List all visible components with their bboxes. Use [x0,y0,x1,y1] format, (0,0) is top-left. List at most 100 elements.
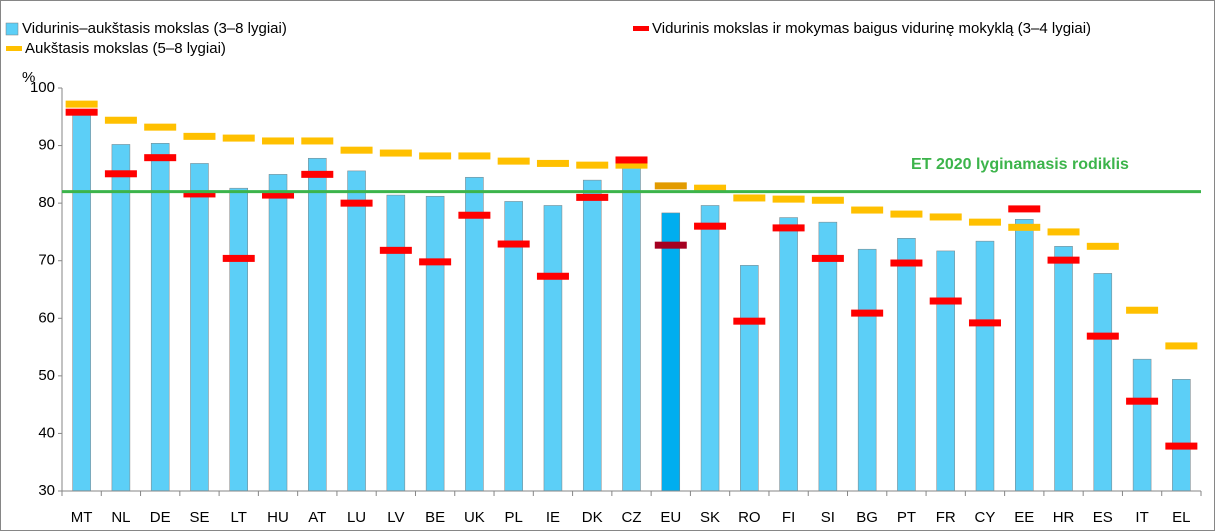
marker [890,259,923,267]
legend-label: Vidurinis–aukštasis mokslas (3–8 lygiai) [22,20,287,37]
y-tick-label: 70 [38,252,55,269]
marker [890,210,923,218]
marker [615,156,648,164]
marker [811,254,844,262]
x-tick-label: HR [1053,509,1075,526]
benchmark-label: ET 2020 lyginamasis rodiklis [911,156,1129,173]
bar [72,113,91,492]
y-tick-label: 80 [38,194,55,211]
marker [929,213,962,221]
marker [694,222,727,230]
x-tick-label: SI [821,509,835,526]
marker [458,211,491,219]
marker [183,190,216,198]
legend-swatch [6,46,22,51]
bar [1054,246,1073,492]
marker [1047,228,1080,236]
marker [772,224,805,232]
marker [576,161,609,169]
marker [733,317,766,325]
marker [497,240,530,248]
x-tick-label: BE [425,509,445,526]
x-tick-label: LT [231,509,247,526]
marker [65,100,98,108]
marker [968,319,1001,327]
bar [425,195,445,492]
marker [1008,223,1041,231]
marker [1126,397,1159,405]
bar [347,170,366,492]
x-tick-label: PT [897,509,916,526]
marker [65,108,98,116]
bar [111,144,131,492]
marker [222,134,255,142]
x-tick-label: IT [1135,509,1148,526]
x-tick-label: ES [1093,509,1113,526]
marker [144,123,177,131]
bar [465,176,484,492]
x-tick-label: IE [546,509,560,526]
bar [936,250,955,492]
bar [857,248,877,492]
x-tick-label: DE [150,509,171,526]
x-tick-label: MT [71,509,93,526]
marker [262,137,295,145]
marker [811,196,844,204]
x-tick-label: SK [700,509,720,526]
bar [1093,273,1113,492]
x-tick-label: CY [975,509,996,526]
marker [968,218,1001,226]
marker [576,193,609,201]
marker [497,157,530,165]
x-tick-label: SE [189,509,209,526]
x-tick-label: EL [1172,509,1190,526]
marker [183,132,216,140]
marker [379,149,412,157]
marker [654,241,687,249]
x-tick-label: FI [782,509,795,526]
marker [1126,306,1159,314]
y-tick-label: 50 [38,367,55,384]
x-tick-label: FR [936,509,956,526]
y-tick-label: 90 [38,137,55,154]
marker [772,195,805,203]
bar [386,194,406,492]
x-tick-label: PL [504,509,522,526]
marker [536,272,569,280]
marker [1165,342,1198,350]
marker [301,170,334,178]
legend-label: Vidurinis mokslas ir mokymas baigus vidu… [652,20,1091,37]
x-tick-label: LV [387,509,404,526]
marker [851,206,884,214]
marker [458,152,491,160]
bar [779,217,798,492]
x-tick-label: RO [738,509,761,526]
bar [1015,219,1034,492]
bar [1132,358,1152,492]
marker [733,194,766,202]
x-tick-label: CZ [622,509,642,526]
x-tick-label: EU [660,509,681,526]
y-axis-label: % [22,69,35,86]
x-tick-label: AT [308,509,326,526]
marker [1008,205,1041,213]
marker [340,146,373,154]
marker [851,309,884,317]
bar [150,143,170,492]
x-tick-label: UK [464,509,485,526]
x-tick-label: HU [267,509,289,526]
bar [740,265,759,492]
bar [622,164,641,492]
bar [268,174,288,492]
marker [929,297,962,305]
x-tick-label: LU [347,509,366,526]
bar [818,221,838,492]
marker [104,170,137,178]
marker [654,182,687,190]
y-tick-label: 40 [38,424,55,441]
legend-swatch [5,22,19,36]
marker [1086,332,1119,340]
bar [897,238,916,492]
y-tick-label: 30 [38,482,55,499]
marker [419,152,452,160]
